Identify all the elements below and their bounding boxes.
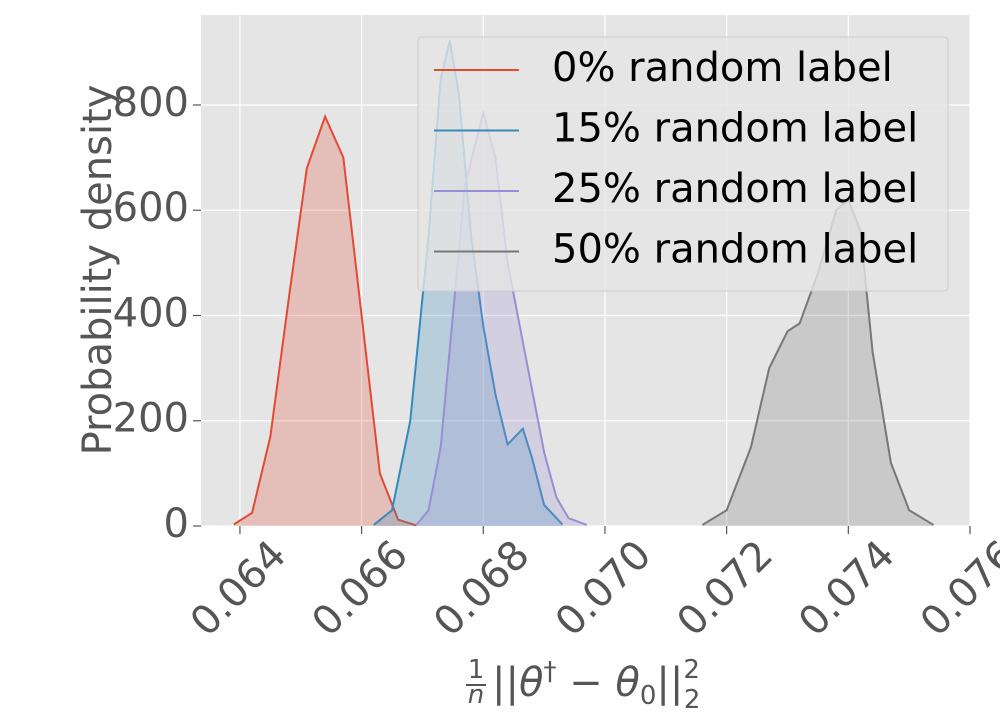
- x-tick-label: 0.070: [547, 532, 661, 646]
- legend-label: 0% random label: [552, 45, 893, 91]
- x-tick-label: 0.064: [182, 532, 296, 646]
- x-label-sup2: 2: [683, 655, 700, 685]
- x-label-sub: 0: [640, 681, 657, 711]
- x-label-mid: − θ: [556, 660, 639, 706]
- x-label-formula: ||θ† − θ0||2 2: [492, 655, 700, 715]
- x-tick-label: 0.072: [668, 532, 782, 646]
- area: [233, 116, 417, 526]
- x-label-end: ||: [656, 660, 683, 706]
- y-tick-label: 200: [113, 396, 189, 442]
- y-axis-label: Probability density: [75, 85, 121, 456]
- y-tick-label: 800: [113, 80, 189, 126]
- legend-label: 15% random label: [552, 106, 918, 152]
- x-tick-label: 0.068: [425, 532, 539, 646]
- y-tick-label: 0: [164, 501, 189, 547]
- x-tick-label: 0.074: [790, 532, 904, 646]
- x-label-sup: †: [543, 657, 556, 687]
- area: [416, 112, 587, 526]
- x-label-numerator: 1: [468, 655, 485, 685]
- x-label-denominator: n: [468, 680, 484, 710]
- x-tick-label: 0.066: [303, 532, 417, 646]
- x-tick-label: 0.076: [912, 532, 1000, 646]
- legend-box: [417, 36, 949, 292]
- x-axis-label: 1 n ||θ† − θ0||2 2: [466, 655, 700, 715]
- legend-label: 50% random label: [552, 227, 918, 273]
- x-label-sub2: 2: [684, 685, 701, 715]
- area: [702, 199, 934, 526]
- y-tick-label: 600: [113, 185, 189, 231]
- line: [233, 113, 417, 527]
- legend: 0% random label 15% random label 25% rando…: [417, 36, 949, 292]
- legend-label: 25% random label: [552, 166, 918, 212]
- y-tick-label: 400: [113, 290, 189, 336]
- x-label-main: ||θ: [492, 660, 543, 706]
